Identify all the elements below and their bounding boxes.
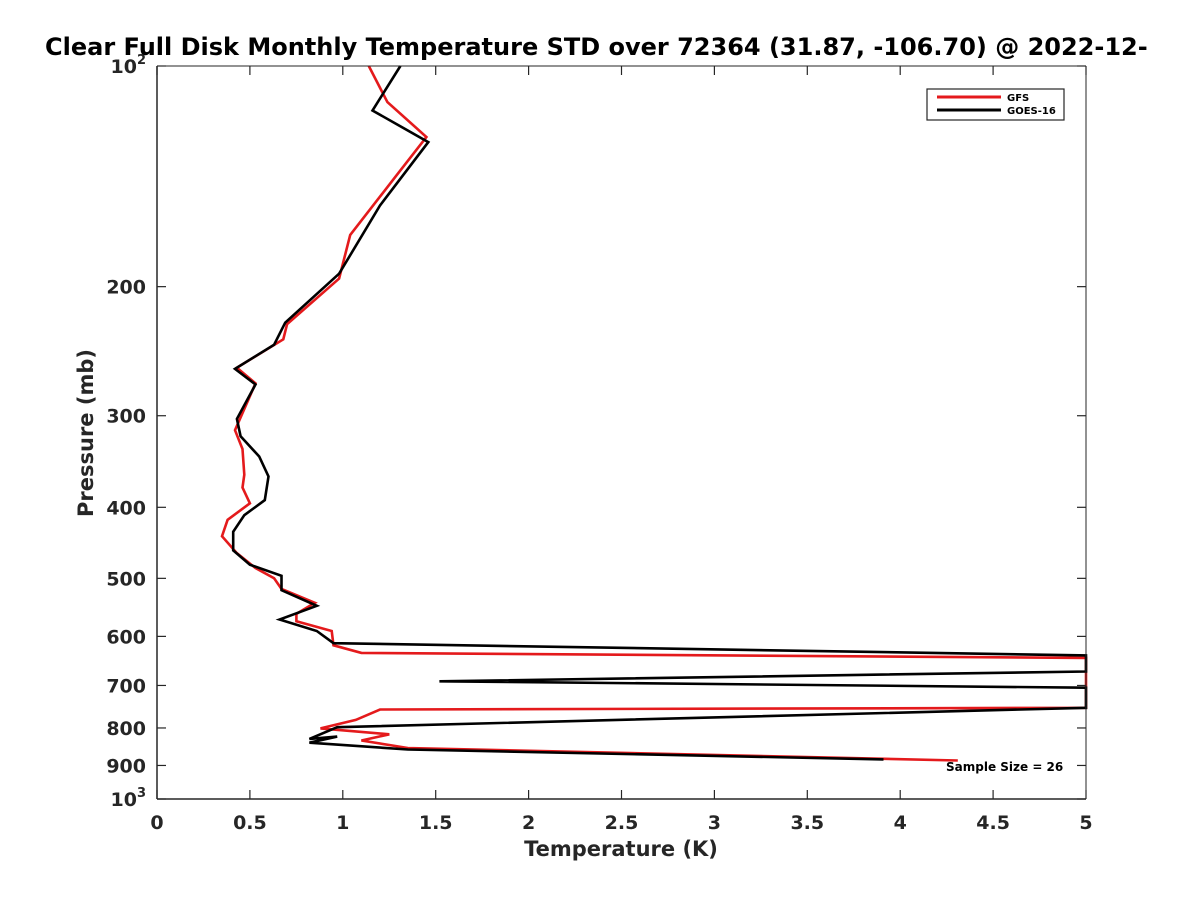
y-tick-label: 600 <box>106 626 146 648</box>
y-tick-label: 800 <box>106 718 146 740</box>
x-tick-label: 2.5 <box>605 812 639 834</box>
x-axis-ticks: 0 0.5 1 1.5 2 2.5 3 3.5 4 4.5 5 <box>150 66 1093 834</box>
x-tick-label: 5 <box>1079 812 1092 834</box>
y-tick-label: 300 <box>106 406 146 428</box>
chart-title: Clear Full Disk Monthly Temperature STD … <box>45 33 1148 61</box>
x-tick-label: 0 <box>150 812 163 834</box>
y-tick-label: 900 <box>106 755 146 777</box>
legend-label-goes16: GOES-16 <box>1007 106 1056 117</box>
series-line-goes16 <box>231 65 1088 761</box>
x-tick-label: 4.5 <box>976 812 1010 834</box>
y-tick-label: 400 <box>106 497 146 519</box>
x-axis-label: Temperature (K) <box>524 837 718 861</box>
x-tick-label: 0.5 <box>233 812 267 834</box>
legend-label-gfs: GFS <box>1007 93 1029 104</box>
y-tick-label: 200 <box>106 277 146 299</box>
series-line-gfs <box>220 65 1088 762</box>
legend: GFS GOES-16 <box>926 88 1065 121</box>
y-tick-label: 500 <box>106 568 146 590</box>
x-tick-label: 2 <box>522 812 535 834</box>
y-tick-label: 103 <box>111 786 147 811</box>
sample-size-annotation: Sample Size = 26 <box>946 760 1063 774</box>
y-axis-ticks: 102 200 300 400 500 600 700 800 900 103 <box>106 53 1086 811</box>
y-axis-label: Pressure (mb) <box>74 349 98 517</box>
legend-box <box>926 88 1065 121</box>
x-tick-label: 1.5 <box>419 812 453 834</box>
x-tick-label: 3.5 <box>790 812 824 834</box>
y-tick-label: 700 <box>106 675 146 697</box>
y-tick-label: 102 <box>111 53 147 78</box>
axes-box <box>157 66 1086 799</box>
x-tick-label: 3 <box>708 812 721 834</box>
x-tick-label: 1 <box>336 812 349 834</box>
plot-area <box>220 65 1088 762</box>
x-tick-label: 4 <box>894 812 907 834</box>
